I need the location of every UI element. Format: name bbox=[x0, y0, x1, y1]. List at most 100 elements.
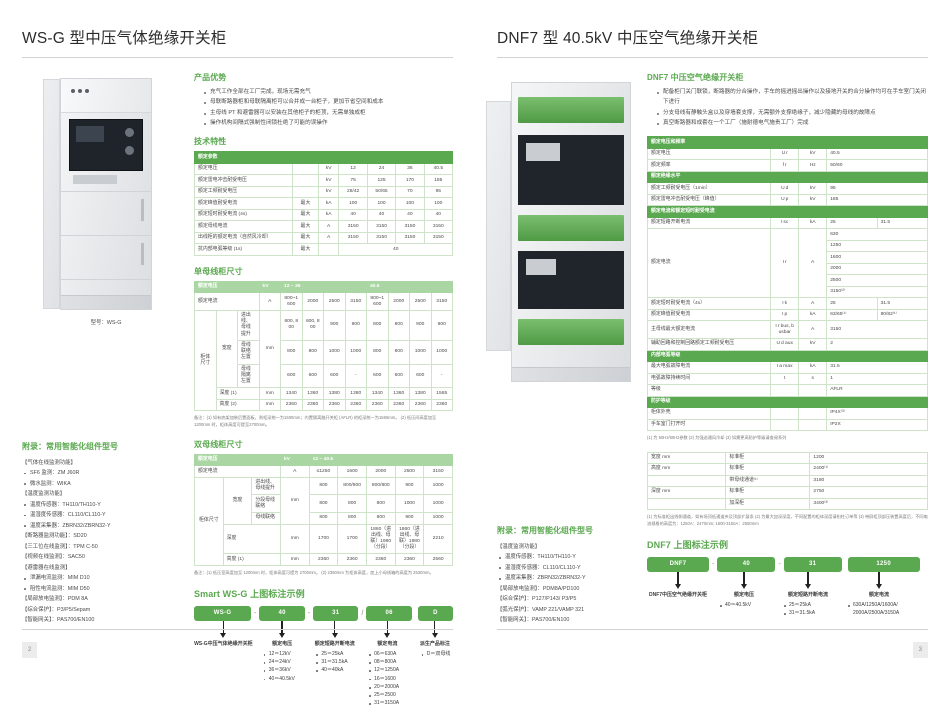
appendix-list-right: 【温度监测功能】 温度传感器：TH110/TH110-Y 温湿度传感器：CL110/… bbox=[497, 542, 672, 626]
appendix-heading-left: 附录：常用智能化组件型号 bbox=[22, 441, 118, 451]
table-row: 额定电流 A ≤1250 1600 2000 2500 3150 bbox=[194, 465, 453, 478]
table-cell: 额定雷电冲击耐受电压 bbox=[193, 174, 294, 187]
appendix-heading-right: 附录：常用智能化组件型号 bbox=[497, 525, 593, 535]
appendix-item: 阻性电流监测：MIM D50 bbox=[22, 584, 197, 595]
designation-option-list: 06＝630A 08＝800A 12＝1250A 16＝1600 20＝2000A 25＝… bbox=[364, 650, 411, 708]
table-cell: 2360 bbox=[280, 398, 303, 412]
table-cell bbox=[292, 162, 319, 176]
designation-description-title: 额定电流 bbox=[377, 640, 398, 647]
designation-separator: - bbox=[254, 609, 257, 617]
table-cell: 1860（进出线、母联）1980（分段） bbox=[394, 523, 425, 555]
designation-code-pill: DNF7 bbox=[647, 556, 709, 572]
table-cell: A bbox=[798, 228, 828, 299]
designation-code-pill: 31 bbox=[783, 556, 842, 572]
table-cell: 额定电压和频率 bbox=[647, 136, 928, 149]
appendix-item: 温湿度传感器：CL110/CL110-Y bbox=[22, 510, 197, 521]
designation-description-title: 额定电压 bbox=[272, 640, 293, 647]
table-cell: 额定电流 bbox=[646, 228, 772, 299]
table-cell: 25 bbox=[826, 216, 878, 230]
control-panel bbox=[69, 119, 143, 171]
table-row: 加深柜 3400⁽²⁾ bbox=[646, 497, 928, 511]
table-cell: 800 bbox=[365, 494, 396, 514]
appendix-item: 泄漏电流监测：MIM D10 bbox=[22, 573, 197, 584]
table-cell: kV bbox=[798, 193, 828, 207]
table-row: 额定工频耐受电压 kV 28/42 50/65 70 95 bbox=[193, 185, 454, 199]
table-cell: 3150 bbox=[395, 231, 425, 245]
table-cell: 额定电流 bbox=[194, 292, 260, 311]
designation-option-list: 630A/1250A/1600A/ 2000A/2500A/3150A bbox=[843, 601, 915, 618]
table-cell: 800~1600 bbox=[366, 292, 389, 311]
table-cell: 额定电流 bbox=[194, 465, 281, 478]
table-cell: mm bbox=[279, 553, 310, 566]
cabinet-handle-2 bbox=[141, 243, 144, 265]
table-cell: 抗内部电弧等级 (1s) bbox=[193, 243, 294, 256]
table-row: 分段母线联络 800 800 800 1000 1000 bbox=[195, 494, 453, 514]
appendix-item: 微水监测：WIKA bbox=[22, 479, 197, 490]
table-cell: 2360 bbox=[409, 398, 432, 412]
designation-option: 36＝36kV bbox=[263, 666, 306, 674]
table-cell: 1000 bbox=[394, 494, 425, 514]
table-cell: 1860（进出线、母联）1980（分段） bbox=[365, 523, 396, 555]
table-cell: 深度 (1) bbox=[215, 387, 260, 400]
table-cell: I r bbox=[770, 228, 800, 299]
table-cell: 3180 bbox=[809, 474, 928, 488]
table-row: 内部电弧等级 bbox=[647, 349, 928, 362]
table-cell: 3150 bbox=[423, 465, 453, 478]
cabinet-divider-3 bbox=[61, 279, 151, 280]
page-number-left: 2 bbox=[22, 642, 38, 658]
table-cell: 24 bbox=[366, 162, 397, 176]
table-cell: 100 bbox=[338, 197, 368, 210]
table-row: 高度 (2) mm 2360 2360 2360 2360 2360 2360 2360 2360 bbox=[195, 398, 453, 412]
tech-spec-table: 额定参数 额定电压 kV 12 24 36 40.5 额定雷电冲击耐受电压 kV 75 125 170… bbox=[193, 151, 454, 256]
designation-code-pill: 31 bbox=[313, 605, 359, 621]
table-cell: 40.5 bbox=[826, 147, 928, 161]
list-item: 分支母线有静触头盒以及穿墙套支撑，无需额外支撑绝缘子，减少隐藏的母线的故障点 bbox=[657, 108, 928, 118]
table-cell: 标准柜 bbox=[725, 463, 811, 476]
table-cell: 1565 bbox=[430, 387, 453, 400]
title-divider-left bbox=[22, 57, 453, 58]
indicator-lights-icon bbox=[71, 89, 89, 93]
table-cell bbox=[646, 474, 727, 488]
product-image-dnf7 bbox=[486, 72, 645, 382]
table-cell bbox=[798, 384, 828, 397]
table-cell: mm bbox=[258, 398, 281, 412]
table-cell: ≤1250 bbox=[308, 465, 339, 478]
table-cell: 900 bbox=[430, 310, 453, 341]
table-cell: 1000 bbox=[409, 339, 432, 365]
table-cell: 额定电压 bbox=[194, 280, 260, 294]
table-cell: 2360 bbox=[323, 398, 346, 412]
table-row: 抗内部电弧等级 (1s) 最大 40 bbox=[193, 243, 453, 256]
table-cell: 40.5 bbox=[366, 280, 453, 294]
table-row: 带母线通道⁽¹⁾ 3180 bbox=[646, 474, 928, 488]
designation-code-pill: D bbox=[417, 605, 454, 621]
table-cell: 900 bbox=[323, 310, 346, 341]
table-cell: 3150 bbox=[395, 220, 425, 233]
down-arrow-icon bbox=[331, 620, 339, 638]
table-row: 额定电压 kV 12 ~ 36 40.5 bbox=[194, 280, 453, 294]
table-cell: 75 bbox=[338, 174, 368, 187]
table-cell: 宽度 bbox=[215, 309, 238, 389]
table-cell: 2360 bbox=[365, 553, 396, 566]
table-cell: 100 bbox=[395, 197, 425, 210]
table-cell: A bbox=[317, 220, 340, 233]
table-cell: I r bus, busbar bbox=[770, 320, 800, 339]
single-bus-heading: 单母线柜尺寸 bbox=[194, 266, 243, 276]
table-cell: 宽度 bbox=[222, 476, 253, 525]
green-band-top bbox=[518, 97, 624, 123]
table-row: 主母线最大额定电流 I r bus, busbar A 3150 bbox=[646, 320, 928, 339]
panel-display-lower bbox=[526, 259, 556, 275]
table-cell: 3150 bbox=[338, 220, 368, 233]
designation-pill-row-right: DNF7-40-31 1250 bbox=[647, 556, 928, 572]
designation-option: 31＝31.5kA bbox=[784, 609, 837, 617]
designation-description-title: 额定短路开断电流 bbox=[314, 640, 355, 647]
table-cell: U r bbox=[770, 147, 800, 161]
table-cell: 1000 bbox=[423, 476, 453, 496]
designation-separator: - bbox=[307, 609, 311, 617]
designation-option: 31＝31.5kA bbox=[316, 658, 358, 666]
table-cell: mm bbox=[279, 476, 310, 525]
table-cell: I k bbox=[770, 297, 800, 310]
designation-option-list: 25＝25kA 31＝31.5kA 40＝40kA bbox=[311, 650, 358, 675]
table-cell: 内部电弧等级 bbox=[647, 349, 928, 362]
table-row: 最大电弧故障电流 I a max kA 31.5 bbox=[646, 361, 928, 374]
table-cell: 28/42 bbox=[338, 185, 368, 199]
